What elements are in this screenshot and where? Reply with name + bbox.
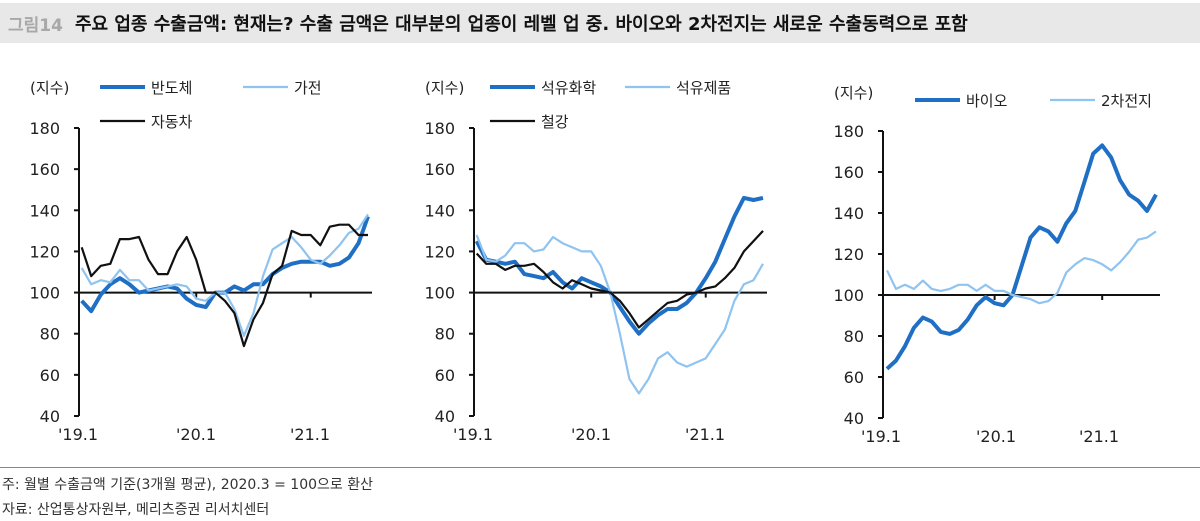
x-tick-label: '21.1 [685,425,725,444]
y-tick-label: 120 [833,245,864,264]
legend-label: 자동차 [151,113,193,131]
legend-label: 석유제품 [676,79,731,97]
y-tick-label: 180 [424,119,455,138]
x-tick-label: '20.1 [976,427,1016,446]
series-line-2 [886,230,1157,305]
y-axis-unit-label: (지수) [30,79,69,97]
y-tick-label: 180 [29,119,60,138]
series-line-2 [80,213,369,337]
legend-label: 석유화학 [541,79,596,97]
legend-label: 가전 [294,79,322,97]
x-tick-label: '19.1 [861,427,901,446]
legend-label: 반도체 [151,79,192,97]
legend-label: 철강 [541,113,569,131]
x-tick-label: '21.1 [290,425,330,444]
series-line-1 [80,215,370,314]
footnote: 주: 월별 수출금액 기준(3개월 평균), 2020.3 = 100으로 환산 [2,477,373,493]
y-tick-label: 100 [833,286,864,305]
series-line-3 [475,230,764,329]
title-bar: 그림14 주요 업종 수출금액: 현재는? 수출 금액은 대부분의 업종이 레벨… [0,3,1200,43]
y-tick-label: 80 [435,325,455,344]
y-tick-label: 60 [844,368,864,387]
series-line-1 [885,143,1158,371]
y-tick-label: 100 [424,284,455,303]
series-line-3 [80,223,368,348]
y-tick-label: 180 [833,122,864,141]
x-tick-label: '21.1 [1079,427,1119,446]
y-tick-label: 140 [29,201,60,220]
y-tick-label: 160 [29,160,60,179]
y-tick-label: 40 [844,409,864,428]
y-tick-label: 80 [844,327,864,346]
y-tick-label: 140 [424,201,455,220]
x-tick-label: '20.1 [571,425,611,444]
y-tick-label: 40 [435,407,455,426]
x-tick-label: '19.1 [58,425,98,444]
y-tick-label: 80 [40,325,60,344]
figure-number: 그림14 [8,15,63,36]
y-tick-label: 120 [424,242,455,261]
y-tick-label: 160 [833,163,864,182]
y-tick-label: 160 [424,160,455,179]
legend-label: 2차전지 [1101,92,1152,110]
x-tick-label: '20.1 [176,425,216,444]
footer-divider [0,467,1200,468]
y-tick-label: 120 [29,242,60,261]
y-tick-label: 40 [40,407,60,426]
y-tick-label: 60 [40,366,60,385]
y-axis-unit-label: (지수) [425,79,464,97]
source-note: 자료: 산업통상자원부, 메리츠증권 리서치센터 [2,502,270,518]
legend-label: 바이오 [966,92,1008,110]
y-tick-label: 100 [29,284,60,303]
series-line-2 [475,234,764,395]
y-tick-label: 140 [833,204,864,223]
series-line-1 [474,195,764,336]
y-axis-unit-label: (지수) [834,84,873,102]
x-tick-label: '19.1 [453,425,493,444]
y-tick-label: 60 [435,366,455,385]
figure-title: 주요 업종 수출금액: 현재는? 수출 금액은 대부분의 업종이 레벨 업 중.… [74,14,968,35]
